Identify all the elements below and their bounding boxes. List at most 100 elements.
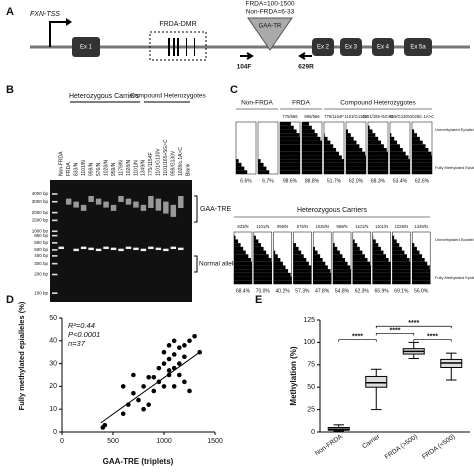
- epiallele-row: [234, 261, 252, 266]
- y-tick-label: 100: [303, 339, 315, 346]
- tss-arrowhead: [66, 18, 72, 26]
- sample-label: 775/1154F: [324, 114, 344, 119]
- point: [146, 374, 151, 380]
- sample-label: 959/G130V: [389, 114, 410, 119]
- lane-label: Blank: [186, 163, 192, 176]
- epiallele-row: [392, 258, 410, 262]
- epiallele-row: [258, 170, 270, 174]
- percent-label: 88.8%: [305, 178, 320, 184]
- percent-label: 57.3%: [295, 288, 310, 294]
- epiallele-row: [234, 272, 252, 277]
- significance-label: ****: [427, 334, 438, 341]
- significance-bracket: [338, 339, 377, 342]
- epiallele-row: [302, 136, 321, 141]
- lane-label: 1028/c.1A>C: [178, 147, 184, 176]
- percent-label: 6.7%: [262, 178, 274, 184]
- x-axis-label: GAA-TRE (triplets): [103, 457, 174, 466]
- epiallele-row: [412, 140, 423, 145]
- size-marker: 200 bp: [34, 272, 48, 277]
- primer-label: 104F: [237, 64, 252, 71]
- epiallele-row: [313, 258, 323, 262]
- epiallele-row: [392, 269, 411, 273]
- normal-band: [163, 248, 169, 252]
- point: [126, 402, 131, 407]
- epiallele-row: [234, 258, 251, 262]
- epiallele-row: [368, 151, 388, 156]
- sample-label: 1101/N: [355, 224, 368, 229]
- sample-label: 959/N: [277, 224, 288, 229]
- sample-label: 1028/c.1A>C: [410, 114, 434, 119]
- point: [182, 343, 187, 348]
- epiallele-row: [390, 144, 400, 148]
- epiallele-row: [392, 243, 400, 247]
- point: [120, 384, 126, 389]
- point: [161, 349, 167, 355]
- lane-label: 576/N: [96, 162, 102, 176]
- cpg-bars: [168, 38, 195, 56]
- epiallele-row: [346, 151, 366, 156]
- epiallele-row: [346, 136, 354, 141]
- lane-label: 959/N: [88, 162, 94, 176]
- epiallele-row: [390, 148, 403, 152]
- epiallele-row: [346, 129, 348, 134]
- lane-label: FRDA: [66, 162, 72, 176]
- epiallele-row: [372, 235, 374, 240]
- y-tick-label: 0: [53, 429, 57, 436]
- point: [171, 365, 177, 371]
- epiallele-row: [280, 170, 300, 174]
- expanded-band: [110, 204, 117, 211]
- epiallele-row: [302, 140, 322, 145]
- epiallele-row: [313, 261, 326, 266]
- epiallele-row: [346, 166, 366, 171]
- epiallele-row: [368, 148, 387, 152]
- expanded-band: [88, 195, 94, 202]
- epiallele-row: [352, 261, 371, 266]
- ladder-band: [52, 211, 58, 214]
- expanded-band: [148, 195, 154, 208]
- legend-label: Fully Methylated Epialleles: [435, 275, 474, 280]
- normal-band: [58, 246, 64, 250]
- epiallele-row: [372, 239, 376, 244]
- epiallele-row: [392, 235, 395, 240]
- epiallele-row: [253, 258, 272, 262]
- epiallele-row: [313, 250, 318, 255]
- epiallele-row: [390, 166, 410, 171]
- epiallele-row: [333, 276, 351, 281]
- epiallele-row: [412, 170, 432, 174]
- epiallele-row: [333, 246, 338, 251]
- lane-label: 1101/G130V: [156, 148, 162, 176]
- size-marker: 1000 bp: [32, 228, 49, 233]
- epiallele-row: [234, 254, 249, 258]
- sample-label: 1028/N: [395, 224, 409, 229]
- y-tick-label: 50: [49, 315, 57, 322]
- epiallele-row: [390, 162, 410, 167]
- lane-label: 1349/N: [141, 159, 147, 176]
- epiallele-row: [352, 254, 365, 258]
- epiallele-row: [253, 246, 264, 251]
- epiallele-row: [236, 166, 245, 171]
- epiallele-row: [390, 170, 410, 174]
- ladder-band: [52, 242, 58, 244]
- size-marker: 2000 bp: [32, 210, 49, 215]
- epiallele-row: [302, 166, 322, 171]
- epiallele-row: [333, 265, 351, 270]
- epiallele-row: [313, 276, 332, 281]
- point: [141, 384, 146, 389]
- significance-label: ****: [408, 320, 419, 327]
- fit-line: [100, 351, 200, 424]
- epiallele-row: [412, 280, 431, 284]
- expanded-band: [178, 195, 184, 208]
- x-tick-label: FRDA (>500): [384, 433, 419, 461]
- group-label: FRDA: [292, 100, 310, 107]
- epiallele-row: [253, 250, 267, 255]
- epiallele-row: [302, 129, 315, 134]
- epiallele-row: [302, 170, 322, 174]
- repeat-label: GAA-TR: [259, 24, 282, 30]
- epiallele-row: [412, 250, 420, 255]
- percent-label: 47.8%: [315, 288, 330, 294]
- epiallele-row: [368, 159, 388, 163]
- epiallele-row: [390, 151, 406, 156]
- epiallele-row: [253, 265, 272, 270]
- percent-label: 68.4%: [236, 288, 251, 294]
- epiallele-row: [412, 261, 428, 266]
